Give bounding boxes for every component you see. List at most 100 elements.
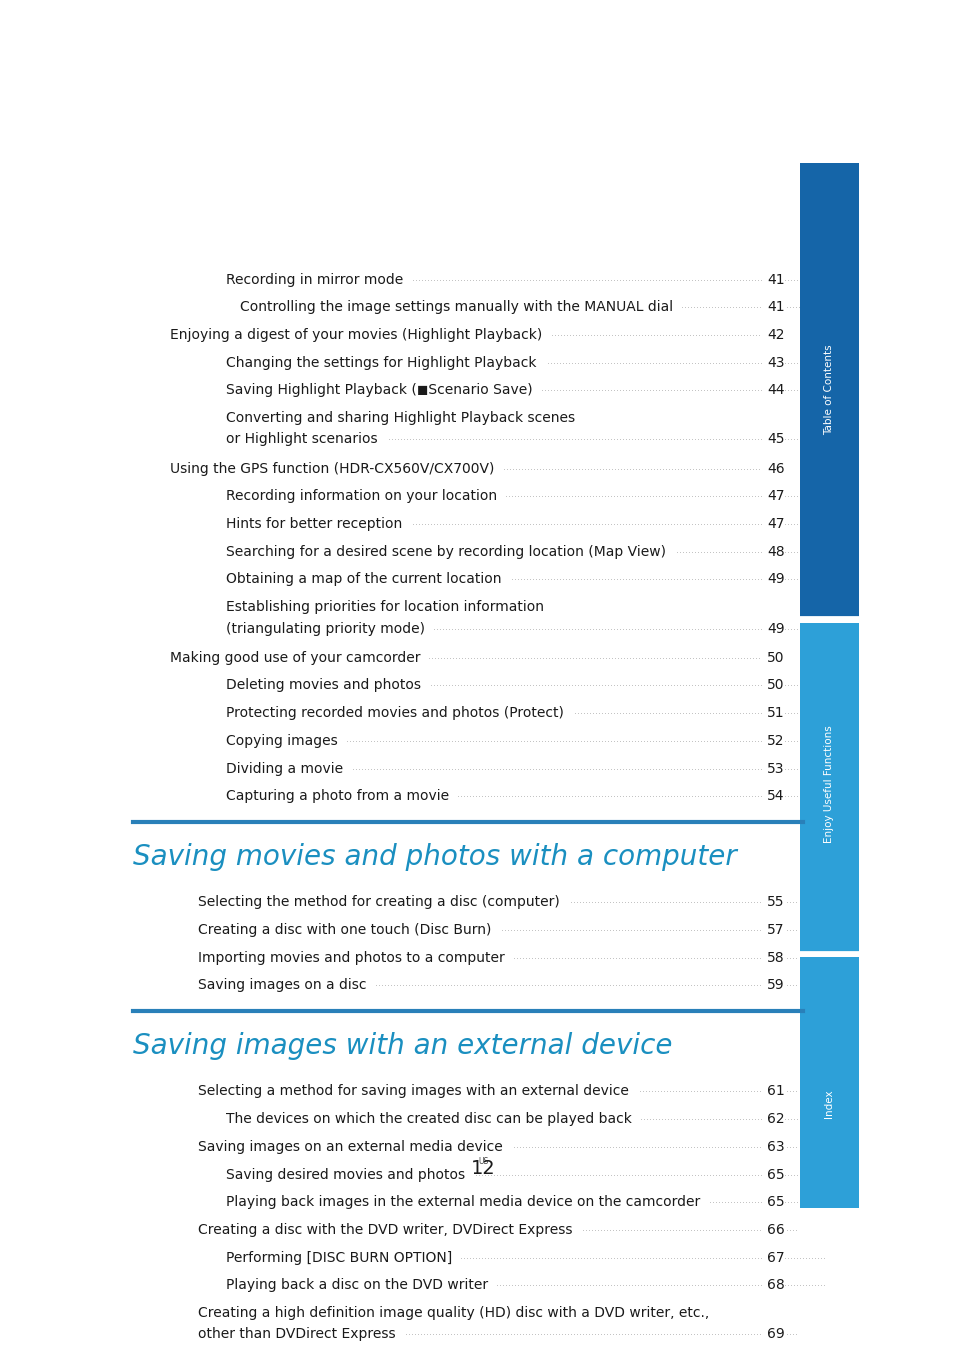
Text: Capturing a photo from a movie: Capturing a photo from a movie [226, 790, 448, 803]
Text: Capturing a photo from a movie: Capturing a photo from a movie [226, 790, 457, 803]
Text: 54: 54 [766, 790, 783, 803]
Text: Hints for better reception: Hints for better reception [226, 517, 401, 531]
Text: Changing the settings for Highlight Playback: Changing the settings for Highlight Play… [226, 356, 536, 369]
Text: Saving images on an external media device: Saving images on an external media devic… [197, 1140, 511, 1153]
Text: Deleting movies and photos: Deleting movies and photos [226, 678, 429, 692]
Text: 41: 41 [766, 273, 783, 286]
Text: 44: 44 [766, 383, 783, 398]
Text: Using the GPS function (HDR-CX560V/CX700V): Using the GPS function (HDR-CX560V/CX700… [170, 461, 494, 476]
Text: 50: 50 [766, 678, 783, 692]
Text: 59: 59 [766, 978, 783, 992]
Text: Hints for better reception: Hints for better reception [226, 517, 401, 531]
Text: Importing movies and photos to a computer: Importing movies and photos to a compute… [197, 951, 504, 965]
Text: Making good use of your camcorder: Making good use of your camcorder [170, 651, 419, 665]
Text: 59: 59 [766, 978, 783, 992]
Text: Saving Highlight Playback (◼Scenario Save): Saving Highlight Playback (◼Scenario Sav… [226, 383, 532, 398]
Text: Converting and sharing Highlight Playback scenes: Converting and sharing Highlight Playbac… [226, 411, 575, 425]
Text: Dividing a movie: Dividing a movie [226, 761, 342, 776]
Text: 50: 50 [766, 651, 783, 665]
Text: 57: 57 [766, 923, 783, 936]
Text: 41: 41 [766, 300, 783, 315]
Text: ................................................................................: ........................................… [226, 273, 825, 282]
Text: Searching for a desired scene by recording location (Map View): Searching for a desired scene by recordi… [226, 544, 674, 559]
Text: Recording in mirror mode: Recording in mirror mode [226, 273, 402, 286]
Text: ................................................................................: ........................................… [197, 1084, 797, 1095]
Text: 47: 47 [766, 517, 783, 531]
Text: Saving desired movies and photos: Saving desired movies and photos [226, 1167, 473, 1182]
Text: Selecting the method for creating a disc (computer): Selecting the method for creating a disc… [197, 896, 558, 909]
Text: ................................................................................: ........................................… [226, 517, 825, 527]
Text: 55: 55 [762, 896, 783, 909]
Text: Controlling the image settings manually with the MANUAL dial: Controlling the image settings manually … [239, 300, 672, 315]
Text: Importing movies and photos to a computer: Importing movies and photos to a compute… [197, 951, 513, 965]
Text: 55: 55 [766, 896, 783, 909]
Text: Playing back a disc on the DVD writer: Playing back a disc on the DVD writer [226, 1278, 487, 1292]
Text: 57: 57 [762, 923, 783, 936]
Text: 42: 42 [766, 328, 783, 342]
Text: 63: 63 [761, 1140, 783, 1153]
Text: 49: 49 [766, 622, 783, 635]
Text: 61: 61 [761, 1084, 783, 1098]
Text: ................................................................................: ........................................… [226, 1278, 825, 1288]
Text: 41: 41 [766, 300, 783, 315]
Text: Protecting recorded movies and photos (Protect): Protecting recorded movies and photos (P… [226, 706, 563, 721]
Text: 51: 51 [766, 706, 783, 721]
Text: Creating a disc with the DVD writer, DVDirect Express: Creating a disc with the DVD writer, DVD… [197, 1223, 580, 1236]
Text: 53: 53 [766, 761, 783, 776]
Text: 52: 52 [762, 734, 783, 748]
Text: Performing [DISC BURN OPTION]: Performing [DISC BURN OPTION] [226, 1251, 460, 1265]
Bar [800, 163, 858, 617]
Text: Obtaining a map of the current location: Obtaining a map of the current location [226, 573, 500, 586]
Text: Dividing a movie: Dividing a movie [226, 761, 342, 776]
Text: 50: 50 [762, 651, 783, 665]
Text: Recording information on your location: Recording information on your location [226, 490, 497, 503]
Text: other than DVDirect Express: other than DVDirect Express [197, 1327, 395, 1341]
Text: ................................................................................: ........................................… [170, 328, 769, 338]
Text: 45: 45 [762, 433, 783, 446]
Text: 69: 69 [761, 1327, 783, 1341]
Text: ................................................................................: ........................................… [226, 383, 825, 394]
Text: 49: 49 [766, 573, 783, 586]
Text: Selecting the method for creating a disc (computer): Selecting the method for creating a disc… [197, 896, 558, 909]
Text: Table of Contents: Table of Contents [823, 345, 834, 434]
Text: Enjoying a digest of your movies (Highlight Playback): Enjoying a digest of your movies (Highli… [170, 328, 541, 342]
Text: 42: 42 [762, 328, 783, 342]
Text: 53: 53 [766, 761, 783, 776]
Text: 65: 65 [761, 1196, 783, 1209]
Text: 48: 48 [766, 544, 783, 559]
Text: ................................................................................: ........................................… [170, 651, 769, 661]
Text: ................................................................................: ........................................… [226, 622, 825, 631]
Text: ................................................................................: ........................................… [170, 461, 769, 472]
Text: Establishing priorities for location information: Establishing priorities for location inf… [226, 600, 543, 615]
Text: ................................................................................: ........................................… [226, 706, 825, 716]
Text: Selecting the method for creating a disc (computer): Selecting the method for creating a disc… [197, 896, 568, 909]
Text: 52: 52 [766, 734, 783, 748]
Text: US: US [477, 1158, 488, 1166]
Text: Deleting movies and photos: Deleting movies and photos [226, 678, 420, 692]
Text: Deleting movies and photos: Deleting movies and photos [226, 678, 420, 692]
Text: ................................................................................: ........................................… [226, 734, 825, 744]
Text: 65: 65 [766, 1167, 783, 1182]
Text: Enjoying a digest of your movies (Highlight Playback): Enjoying a digest of your movies (Highli… [170, 328, 541, 342]
Text: Playing back images in the external media device on the camcorder: Playing back images in the external medi… [226, 1196, 700, 1209]
Text: Saving movies and photos with a computer: Saving movies and photos with a computer [132, 843, 736, 871]
Text: 58: 58 [766, 951, 783, 965]
Text: Recording in mirror mode: Recording in mirror mode [226, 273, 412, 286]
Text: 43: 43 [762, 356, 783, 369]
Text: Obtaining a map of the current location: Obtaining a map of the current location [226, 573, 500, 586]
Text: Copying images: Copying images [226, 734, 337, 748]
Text: The devices on which the created disc can be played back: The devices on which the created disc ca… [226, 1113, 631, 1126]
Text: ................................................................................: ........................................… [226, 573, 825, 582]
Text: 44: 44 [766, 383, 783, 398]
Text: Saving Highlight Playback (◼Scenario Save): Saving Highlight Playback (◼Scenario Sav… [226, 383, 540, 398]
Text: Enjoying a digest of your movies (Highlight Playback): Enjoying a digest of your movies (Highli… [170, 328, 550, 342]
Text: 67: 67 [766, 1251, 783, 1265]
Text: Changing the settings for Highlight Playback: Changing the settings for Highlight Play… [226, 356, 544, 369]
Text: Saving desired movies and photos: Saving desired movies and photos [226, 1167, 464, 1182]
Text: Playing back images in the external media device on the camcorder: Playing back images in the external medi… [226, 1196, 700, 1209]
Text: ................................................................................: ........................................… [226, 1167, 825, 1178]
Text: 62: 62 [761, 1113, 783, 1126]
Text: Creating a disc with one touch (Disc Burn): Creating a disc with one touch (Disc Bur… [197, 923, 491, 936]
Text: ................................................................................: ........................................… [226, 1196, 825, 1205]
Text: Saving images on a disc: Saving images on a disc [197, 978, 366, 992]
